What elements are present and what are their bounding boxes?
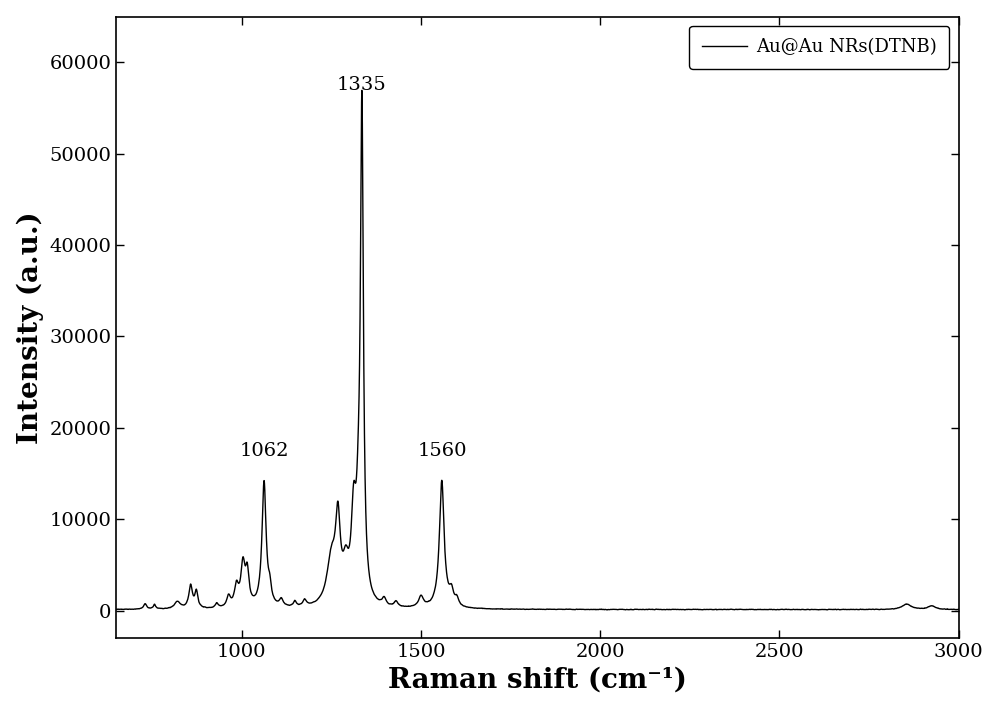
Au@Au NRs(DTNB) (110, 605, 122, 613)
X-axis label: Raman shift (cm⁻¹): Raman shift (cm⁻¹) (388, 666, 687, 694)
Au@Au NRs(DTNB) (623, 606, 635, 614)
Au@Au NRs(DTNB) (235, 565, 247, 574)
Au@Au NRs(DTNB) (542, 605, 554, 613)
Text: 1335: 1335 (337, 76, 387, 94)
Text: 1062: 1062 (239, 442, 289, 460)
Y-axis label: Intensity (a.u.): Intensity (a.u.) (17, 211, 44, 444)
Au@Au NRs(DTNB) (679, 606, 691, 614)
Line: Au@Au NRs(DTNB): Au@Au NRs(DTNB) (116, 90, 959, 610)
Au@Au NRs(DTNB) (328, 532, 340, 540)
Au@Au NRs(DTNB) (356, 86, 368, 94)
Legend: Au@Au NRs(DTNB): Au@Au NRs(DTNB) (689, 26, 949, 69)
Text: 1560: 1560 (418, 442, 467, 460)
Au@Au NRs(DTNB) (953, 605, 965, 613)
Au@Au NRs(DTNB) (155, 604, 167, 613)
Au@Au NRs(DTNB) (554, 605, 566, 613)
